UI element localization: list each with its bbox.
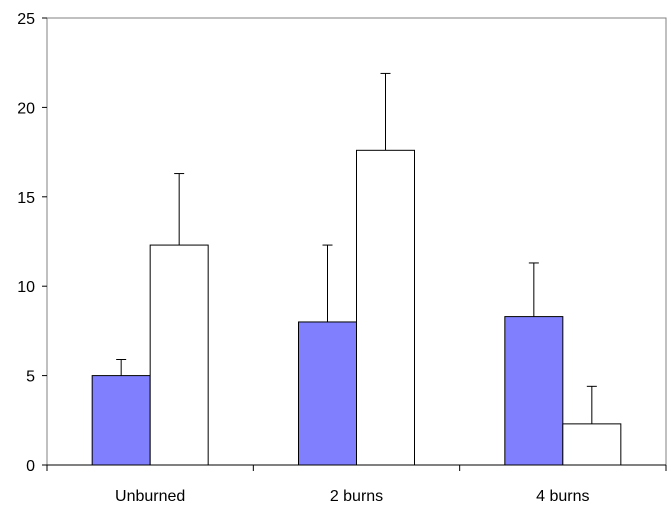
- bar: [91, 375, 151, 466]
- bar: [562, 423, 622, 466]
- y-tick-label: 25: [17, 11, 35, 28]
- x-category-label: Unburned: [115, 488, 185, 505]
- y-tick-label: 15: [17, 190, 35, 207]
- y-tick-label: 0: [26, 458, 35, 475]
- x-category-label: 4 burns: [536, 488, 589, 505]
- y-tick-label: 10: [17, 279, 35, 296]
- bar: [298, 321, 357, 466]
- y-tick-label: 5: [26, 369, 35, 386]
- plot-area: 0 5 10 15 20 25 Unburned 2 burns 4 burns: [17, 11, 667, 505]
- bar: [149, 244, 209, 466]
- x-category-label: 2 burns: [330, 488, 383, 505]
- y-tick-label: 20: [17, 100, 35, 117]
- bar: [504, 316, 564, 466]
- bar: [356, 149, 415, 466]
